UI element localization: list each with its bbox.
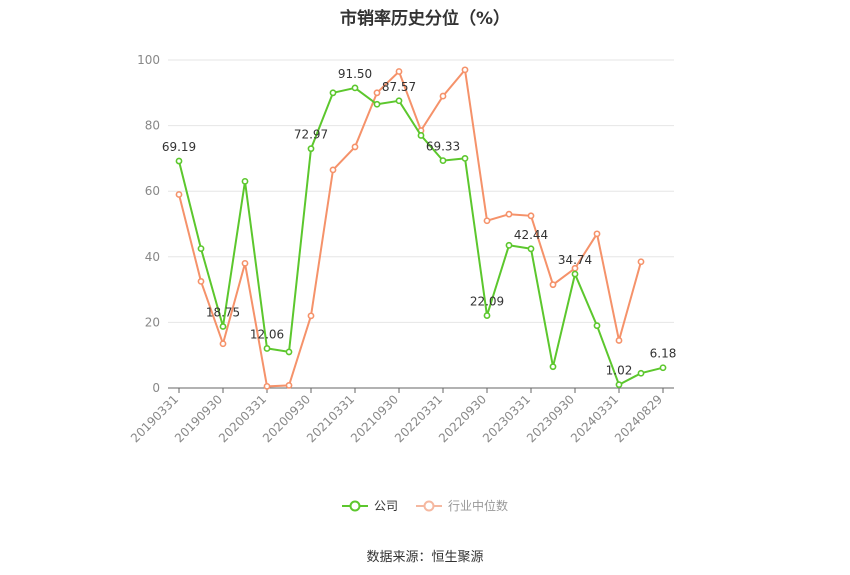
industry-median-point: [329, 166, 337, 174]
company-point: [263, 345, 271, 352]
data-label: 69.19: [162, 140, 196, 154]
industry-median-point: [461, 66, 469, 74]
industry-median-point: [197, 277, 205, 285]
company-point: [461, 154, 469, 162]
company-point: [505, 241, 513, 249]
company-point: [241, 177, 249, 185]
data-label: 18.75: [206, 306, 240, 320]
data-label: 6.18: [650, 347, 677, 361]
industry-median-point: [637, 258, 645, 266]
industry-median-point: [615, 337, 623, 344]
source-note: 数据来源：恒生聚源: [366, 550, 484, 565]
company-point: [527, 245, 535, 253]
legend-industry-marker-icon: [416, 500, 442, 511]
industry-median-point: [263, 382, 271, 390]
data-label: 12.06: [250, 327, 284, 341]
data-label: 34.74: [558, 253, 592, 267]
axes: 0204060801002019033120190930202003312020…: [128, 53, 674, 445]
company-point: [483, 312, 491, 319]
y-tick-label: 0: [152, 381, 160, 395]
industry-median-point: [593, 230, 601, 238]
industry-median-point: [483, 217, 491, 225]
company-point: [549, 363, 557, 371]
industry-median-point: [241, 259, 249, 267]
chart-title: 市销率历史分位（%）: [339, 9, 511, 29]
legend-industry-label: 行业中位数: [448, 499, 509, 513]
data-label: 72.97: [294, 128, 328, 142]
data-label: 22.09: [470, 295, 504, 309]
data-label: 1.02: [606, 364, 633, 378]
grid-lines: [168, 59, 674, 323]
company-point: [615, 381, 623, 389]
legend-item-industry-median[interactable]: 行业中位数: [416, 497, 508, 514]
data-labels: 69.19 18.75 12.06 72.97 91.50 87.57 69.33 22.09…: [162, 67, 677, 378]
industry-median-point: [395, 68, 403, 75]
company-point: [285, 348, 293, 356]
company-point: [417, 132, 425, 139]
company-point: [659, 364, 667, 372]
company-point: [329, 89, 337, 97]
data-label: 91.50: [338, 67, 372, 81]
series-line-industry-median: [178, 67, 642, 388]
company-point: [373, 100, 381, 108]
industry-median-point: [351, 143, 359, 151]
company-point: [593, 322, 601, 330]
y-tick-label: 100: [137, 53, 160, 67]
industry-median-point: [505, 210, 513, 218]
industry-median-point: [549, 281, 557, 289]
y-tick-label: 60: [145, 184, 160, 198]
y-tick-label: 80: [145, 119, 160, 133]
company-point: [395, 97, 403, 105]
company-point: [219, 323, 227, 330]
industry-median-point: [307, 312, 315, 320]
industry-median-point: [439, 92, 447, 100]
y-tick-label: 20: [145, 315, 160, 329]
legend: 公司 行业中位数: [0, 497, 850, 514]
y-tick-label: 40: [145, 250, 160, 264]
series-lines: [175, 66, 667, 390]
company-point: [175, 157, 183, 165]
legend-company-marker-icon: [341, 500, 368, 511]
company-point: [571, 270, 579, 278]
industry-median-point: [175, 191, 183, 198]
industry-median-point: [219, 340, 227, 348]
industry-median-point: [527, 212, 535, 220]
x-tick-label: 20240829: [612, 392, 665, 445]
industry-median-point: [285, 381, 293, 389]
legend-item-company[interactable]: 公司: [341, 497, 398, 514]
company-point: [637, 369, 645, 377]
company-point: [307, 145, 315, 153]
company-point: [197, 245, 205, 252]
company-point: [351, 84, 359, 92]
industry-median-point: [373, 89, 381, 97]
data-label: 42.44: [514, 228, 548, 242]
data-label: 69.33: [426, 140, 460, 154]
company-point: [439, 157, 447, 164]
data-label: 87.57: [382, 80, 416, 94]
legend-company-label: 公司: [373, 499, 398, 513]
